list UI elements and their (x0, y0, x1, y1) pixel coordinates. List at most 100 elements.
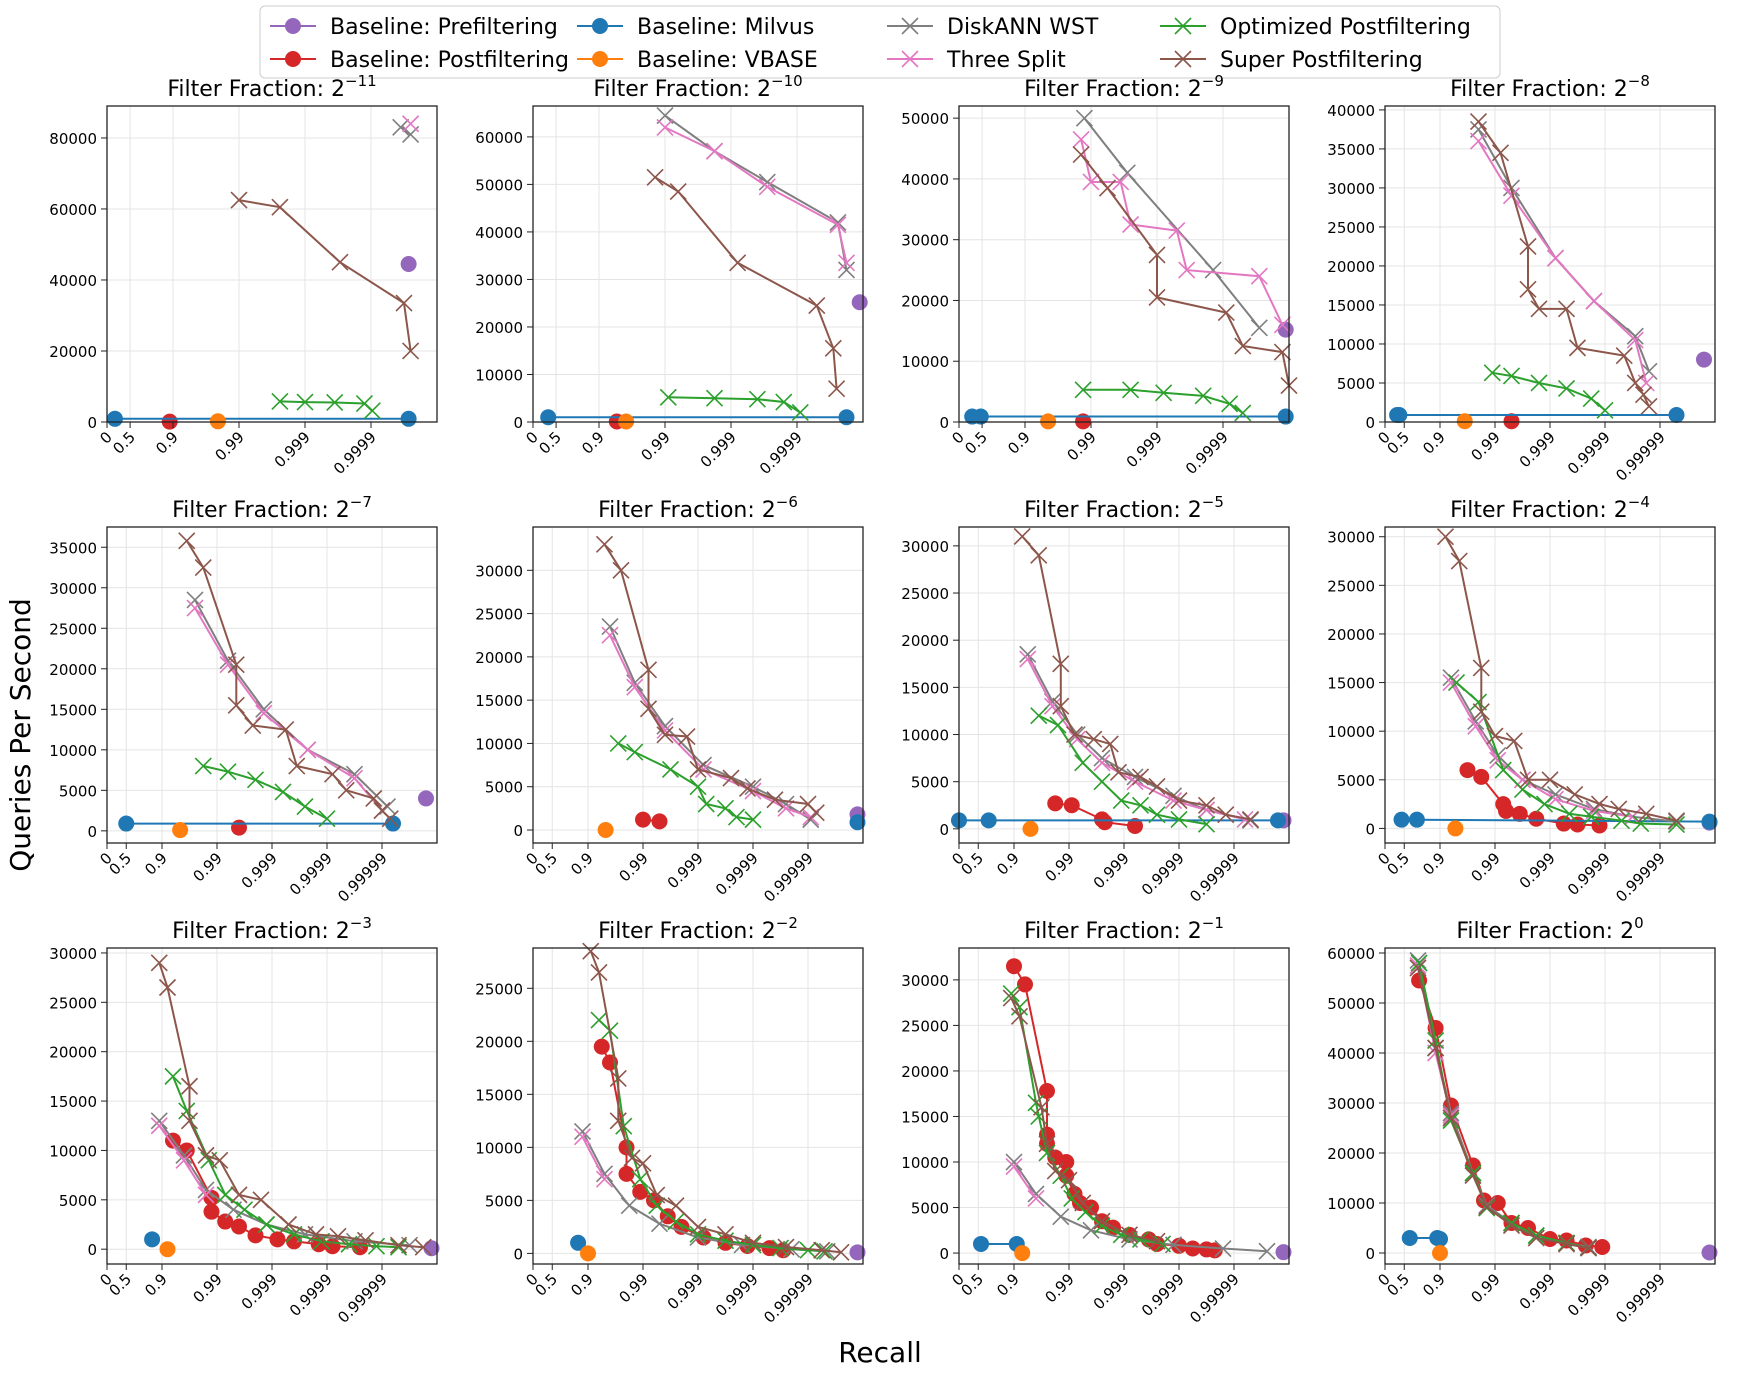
data-point-super (1626, 374, 1644, 392)
y-tick-label: 15000 (475, 1086, 523, 1104)
series-wst (1075, 109, 1268, 337)
data-point-super (1217, 806, 1235, 824)
series-three (656, 118, 856, 272)
data-point-opt (1582, 808, 1600, 826)
y-tick-label: 50000 (475, 176, 523, 194)
data-point-super (1667, 812, 1686, 830)
data-point-post (1184, 1240, 1201, 1257)
series-pre (1696, 351, 1712, 368)
data-point-super (1610, 800, 1628, 818)
data-point-super (1217, 304, 1235, 322)
data-point-milvus (1393, 811, 1410, 828)
y-tick-label: 20000 (49, 1044, 97, 1062)
data-point-super (1472, 659, 1490, 677)
data-point-three (186, 599, 204, 617)
data-point-vbase (1447, 820, 1464, 837)
data-point-super (590, 963, 608, 981)
series-three (601, 626, 820, 826)
data-point-super (813, 1241, 831, 1259)
data-point-opt (1153, 1235, 1172, 1253)
data-point-wst (1214, 1239, 1232, 1258)
data-point-opt (791, 403, 809, 422)
data-point-super (766, 791, 784, 809)
series-three (150, 1117, 215, 1204)
data-point-super (1148, 288, 1166, 306)
y-tick-label: 30000 (475, 562, 523, 580)
x-tick-label: 0.9 (1419, 1270, 1449, 1300)
y-tick-label: 10000 (1327, 336, 1375, 354)
subplot-title: Filter Fraction: 2−6 (598, 493, 798, 523)
data-point-opt (1527, 1226, 1545, 1245)
x-tick-label: 0.5 (531, 849, 561, 879)
y-axis-label: Queries Per Second (4, 598, 37, 872)
y-tick-label: 35000 (1327, 141, 1375, 159)
y-tick-label: 35000 (49, 539, 97, 557)
data-point-milvus (144, 1231, 161, 1248)
series-super (582, 942, 850, 1261)
series-post (1006, 958, 1223, 1259)
data-point-opt (1112, 1226, 1130, 1244)
y-tick-label: 30000 (901, 232, 949, 250)
legend-label-three: Three Split (946, 48, 1066, 73)
series-line-wst (1450, 677, 1677, 823)
plot-frame (106, 105, 438, 423)
series-opt (1002, 984, 1172, 1253)
y-tick-label: 10000 (901, 727, 949, 745)
data-point-opt (1234, 404, 1252, 422)
y-tick-label: 5000 (59, 1192, 97, 1210)
data-point-super (807, 804, 825, 822)
x-tick-label: 0.5 (109, 428, 139, 458)
series-milvus (570, 1234, 587, 1251)
data-point-three (1626, 331, 1644, 349)
data-point-vbase (1432, 1245, 1448, 1261)
series-opt (194, 757, 336, 828)
series-post (593, 1038, 792, 1259)
data-point-milvus (849, 814, 866, 831)
data-point-super (832, 1243, 850, 1261)
data-point-post (1047, 795, 1064, 812)
data-point-opt (274, 783, 292, 801)
data-point-super (180, 1112, 199, 1130)
y-tick-label: 25000 (49, 994, 97, 1012)
series-wst (1005, 1153, 1276, 1260)
x-tick-label: 0.9 (1004, 428, 1034, 458)
x-tick-label: 0.99999 (1612, 1270, 1669, 1327)
x-tick-label: 0.9999 (712, 849, 762, 899)
subplot-title: Filter Fraction: 2−1 (1024, 914, 1224, 944)
subplot-title: Filter Fraction: 2−11 (167, 72, 376, 102)
data-point-super (1131, 768, 1150, 786)
data-point-opt (1074, 754, 1092, 772)
data-point-three (1469, 132, 1488, 150)
data-point-super (1427, 1039, 1445, 1057)
data-point-super (1505, 732, 1523, 750)
y-tick-label: 50000 (1327, 995, 1375, 1013)
x-tick-label: 0.99999 (1612, 849, 1669, 906)
x-tick-label: 0.9 (141, 1270, 171, 1300)
series-line-super (589, 950, 842, 1254)
data-point-opt (727, 808, 746, 826)
data-point-opt (1030, 707, 1048, 725)
y-tick-label: 30000 (1327, 529, 1375, 547)
y-tick-label: 10000 (901, 1154, 949, 1172)
data-point-three (1250, 267, 1268, 285)
data-point-opt (1131, 1230, 1150, 1248)
series-post (231, 819, 247, 836)
data-point-opt (389, 1238, 408, 1256)
data-point-super (331, 253, 349, 271)
data-point-post (1555, 815, 1572, 832)
data-point-super (1074, 1194, 1092, 1212)
series-pre (851, 294, 868, 311)
data-point-opt (1076, 1203, 1095, 1221)
y-tick-label: 15000 (475, 692, 523, 710)
data-point-super (1273, 343, 1291, 361)
x-tick-label: 0.9 (567, 849, 597, 879)
y-tick-label: 5000 (911, 774, 949, 792)
data-point-opt (1557, 379, 1576, 398)
data-point-wst (175, 1146, 193, 1164)
legend-marker-super (1174, 50, 1192, 68)
data-point-opt (744, 1236, 762, 1254)
series-opt (1030, 707, 1216, 833)
